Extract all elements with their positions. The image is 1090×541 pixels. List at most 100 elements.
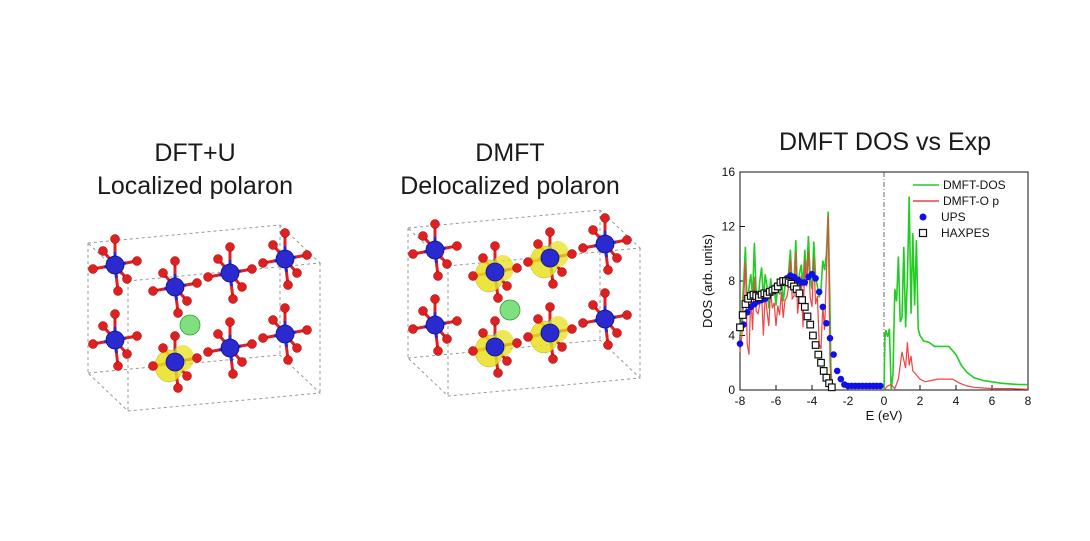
titanium-atom — [105, 330, 125, 350]
oxygen-atom — [192, 278, 202, 288]
legend-swatch-circle — [919, 213, 927, 221]
oxygen-atom — [173, 383, 183, 393]
oxygen-atom — [418, 306, 428, 316]
ups-point — [819, 303, 827, 311]
x-tick-label: 0 — [881, 394, 888, 408]
oxygen-atom — [622, 235, 632, 245]
oxygen-atom — [567, 324, 577, 334]
oxygen-atom — [600, 213, 610, 223]
haxpes-point — [798, 296, 807, 304]
x-tick-label: -4 — [807, 394, 818, 408]
oxygen-atom — [203, 272, 213, 282]
oxygen-atom — [228, 369, 238, 379]
oxygen-atom — [603, 265, 613, 275]
oxygen-atom — [430, 294, 440, 304]
titanium-atom — [540, 323, 560, 343]
x-tick-label: -6 — [771, 394, 782, 408]
titanium-atom — [165, 277, 185, 297]
oxygen-atom — [452, 316, 462, 326]
legend-swatch-square — [918, 228, 928, 238]
oxygen-atom — [600, 288, 610, 298]
oxygen-atom — [170, 331, 180, 341]
oxygen-atom — [478, 253, 488, 263]
oxygen-atom — [512, 263, 522, 273]
oxygen-atom — [523, 332, 533, 342]
oxygen-atom — [213, 254, 223, 264]
chart-title: DMFT DOS vs Exp — [778, 128, 992, 156]
middle-panel-title: DMFT Delocalized polaron — [355, 137, 665, 203]
delocalized-polaron-structure — [406, 209, 642, 397]
oxygen-atom — [292, 343, 302, 353]
oxygen-atom — [612, 328, 622, 338]
oxygen-atom — [578, 243, 588, 253]
titanium-atom — [275, 249, 295, 269]
oxygen-atom — [578, 318, 588, 328]
oxygen-atom — [247, 264, 257, 274]
oxygen-atom — [170, 256, 180, 266]
oxygen-atom — [280, 303, 290, 313]
oxygen-atom — [622, 310, 632, 320]
oxygen-atom — [182, 371, 192, 381]
oxygen-atom — [433, 271, 443, 281]
ups-point — [837, 375, 845, 383]
haxpes-point — [819, 367, 828, 375]
ups-point — [833, 367, 841, 375]
chart-legend: DMFT-DOS DMFT-O p UPS HAXPES — [913, 178, 1006, 240]
y-axis-label: DOS (arb. units) — [700, 234, 715, 328]
oxygen-atom — [203, 347, 213, 357]
haxpes-point — [803, 312, 812, 321]
oxygen-atom — [113, 286, 123, 296]
oxygen-atom — [430, 219, 440, 229]
oxygen-atom — [408, 249, 418, 259]
titanium-atom — [425, 315, 445, 335]
x-tick-label: 4 — [953, 394, 960, 408]
haxpes-point — [827, 383, 836, 392]
series-line-dmft-dos — [883, 196, 1028, 391]
oxygen-atom — [192, 353, 202, 363]
x-tick-label: 8 — [1025, 394, 1032, 408]
oxygen-atom — [98, 321, 108, 331]
titanium-atom — [595, 234, 615, 254]
oxygen-atom — [612, 253, 622, 263]
haxpes-point — [738, 311, 747, 319]
oxygen-atom — [452, 241, 462, 251]
oxygen-atom — [418, 231, 428, 241]
y-tick-label: 12 — [722, 220, 736, 234]
ups-point — [826, 334, 834, 342]
oxygen-atom — [502, 281, 512, 291]
titanium-atom — [485, 262, 505, 282]
oxygen-atom — [548, 279, 558, 289]
oxygen-atom — [182, 296, 192, 306]
oxygen-atom — [548, 354, 558, 364]
oxygen-atom — [468, 271, 478, 281]
left-title-subtitle: Localized polaron — [97, 172, 293, 200]
x-axis-label: E (eV) — [866, 408, 903, 423]
oxygen-atom — [148, 286, 158, 296]
left-title-method: DFT+U — [154, 139, 236, 167]
oxygen-atom — [493, 368, 503, 378]
oxygen-atom — [237, 357, 247, 367]
haxpes-point — [808, 331, 817, 340]
oxygen-atom — [213, 329, 223, 339]
legend-label: DMFT-DOS — [943, 178, 1006, 192]
oxygen-atom — [110, 234, 120, 244]
titanium-atom — [540, 248, 560, 268]
localized-polaron-structure — [86, 224, 322, 412]
oxygen-atom — [158, 343, 168, 353]
ups-point — [736, 340, 744, 347]
oxygen-atom — [158, 268, 168, 278]
titanium-atom — [220, 263, 240, 283]
ups-point — [823, 319, 830, 327]
oxygen-atom — [113, 361, 123, 371]
unit-cell-bottom — [86, 354, 322, 412]
y-tick-label: 16 — [722, 165, 736, 179]
x-tick-label: -2 — [843, 394, 854, 408]
haxpes-point — [736, 323, 744, 332]
oxygen-atom — [533, 239, 543, 249]
titanium-atom — [595, 309, 615, 329]
y-tick-label: 8 — [728, 274, 735, 288]
x-tick-label: 6 — [989, 394, 996, 408]
la-atom — [179, 314, 201, 336]
haxpes-point — [795, 289, 804, 298]
oxygen-atom — [523, 257, 533, 267]
